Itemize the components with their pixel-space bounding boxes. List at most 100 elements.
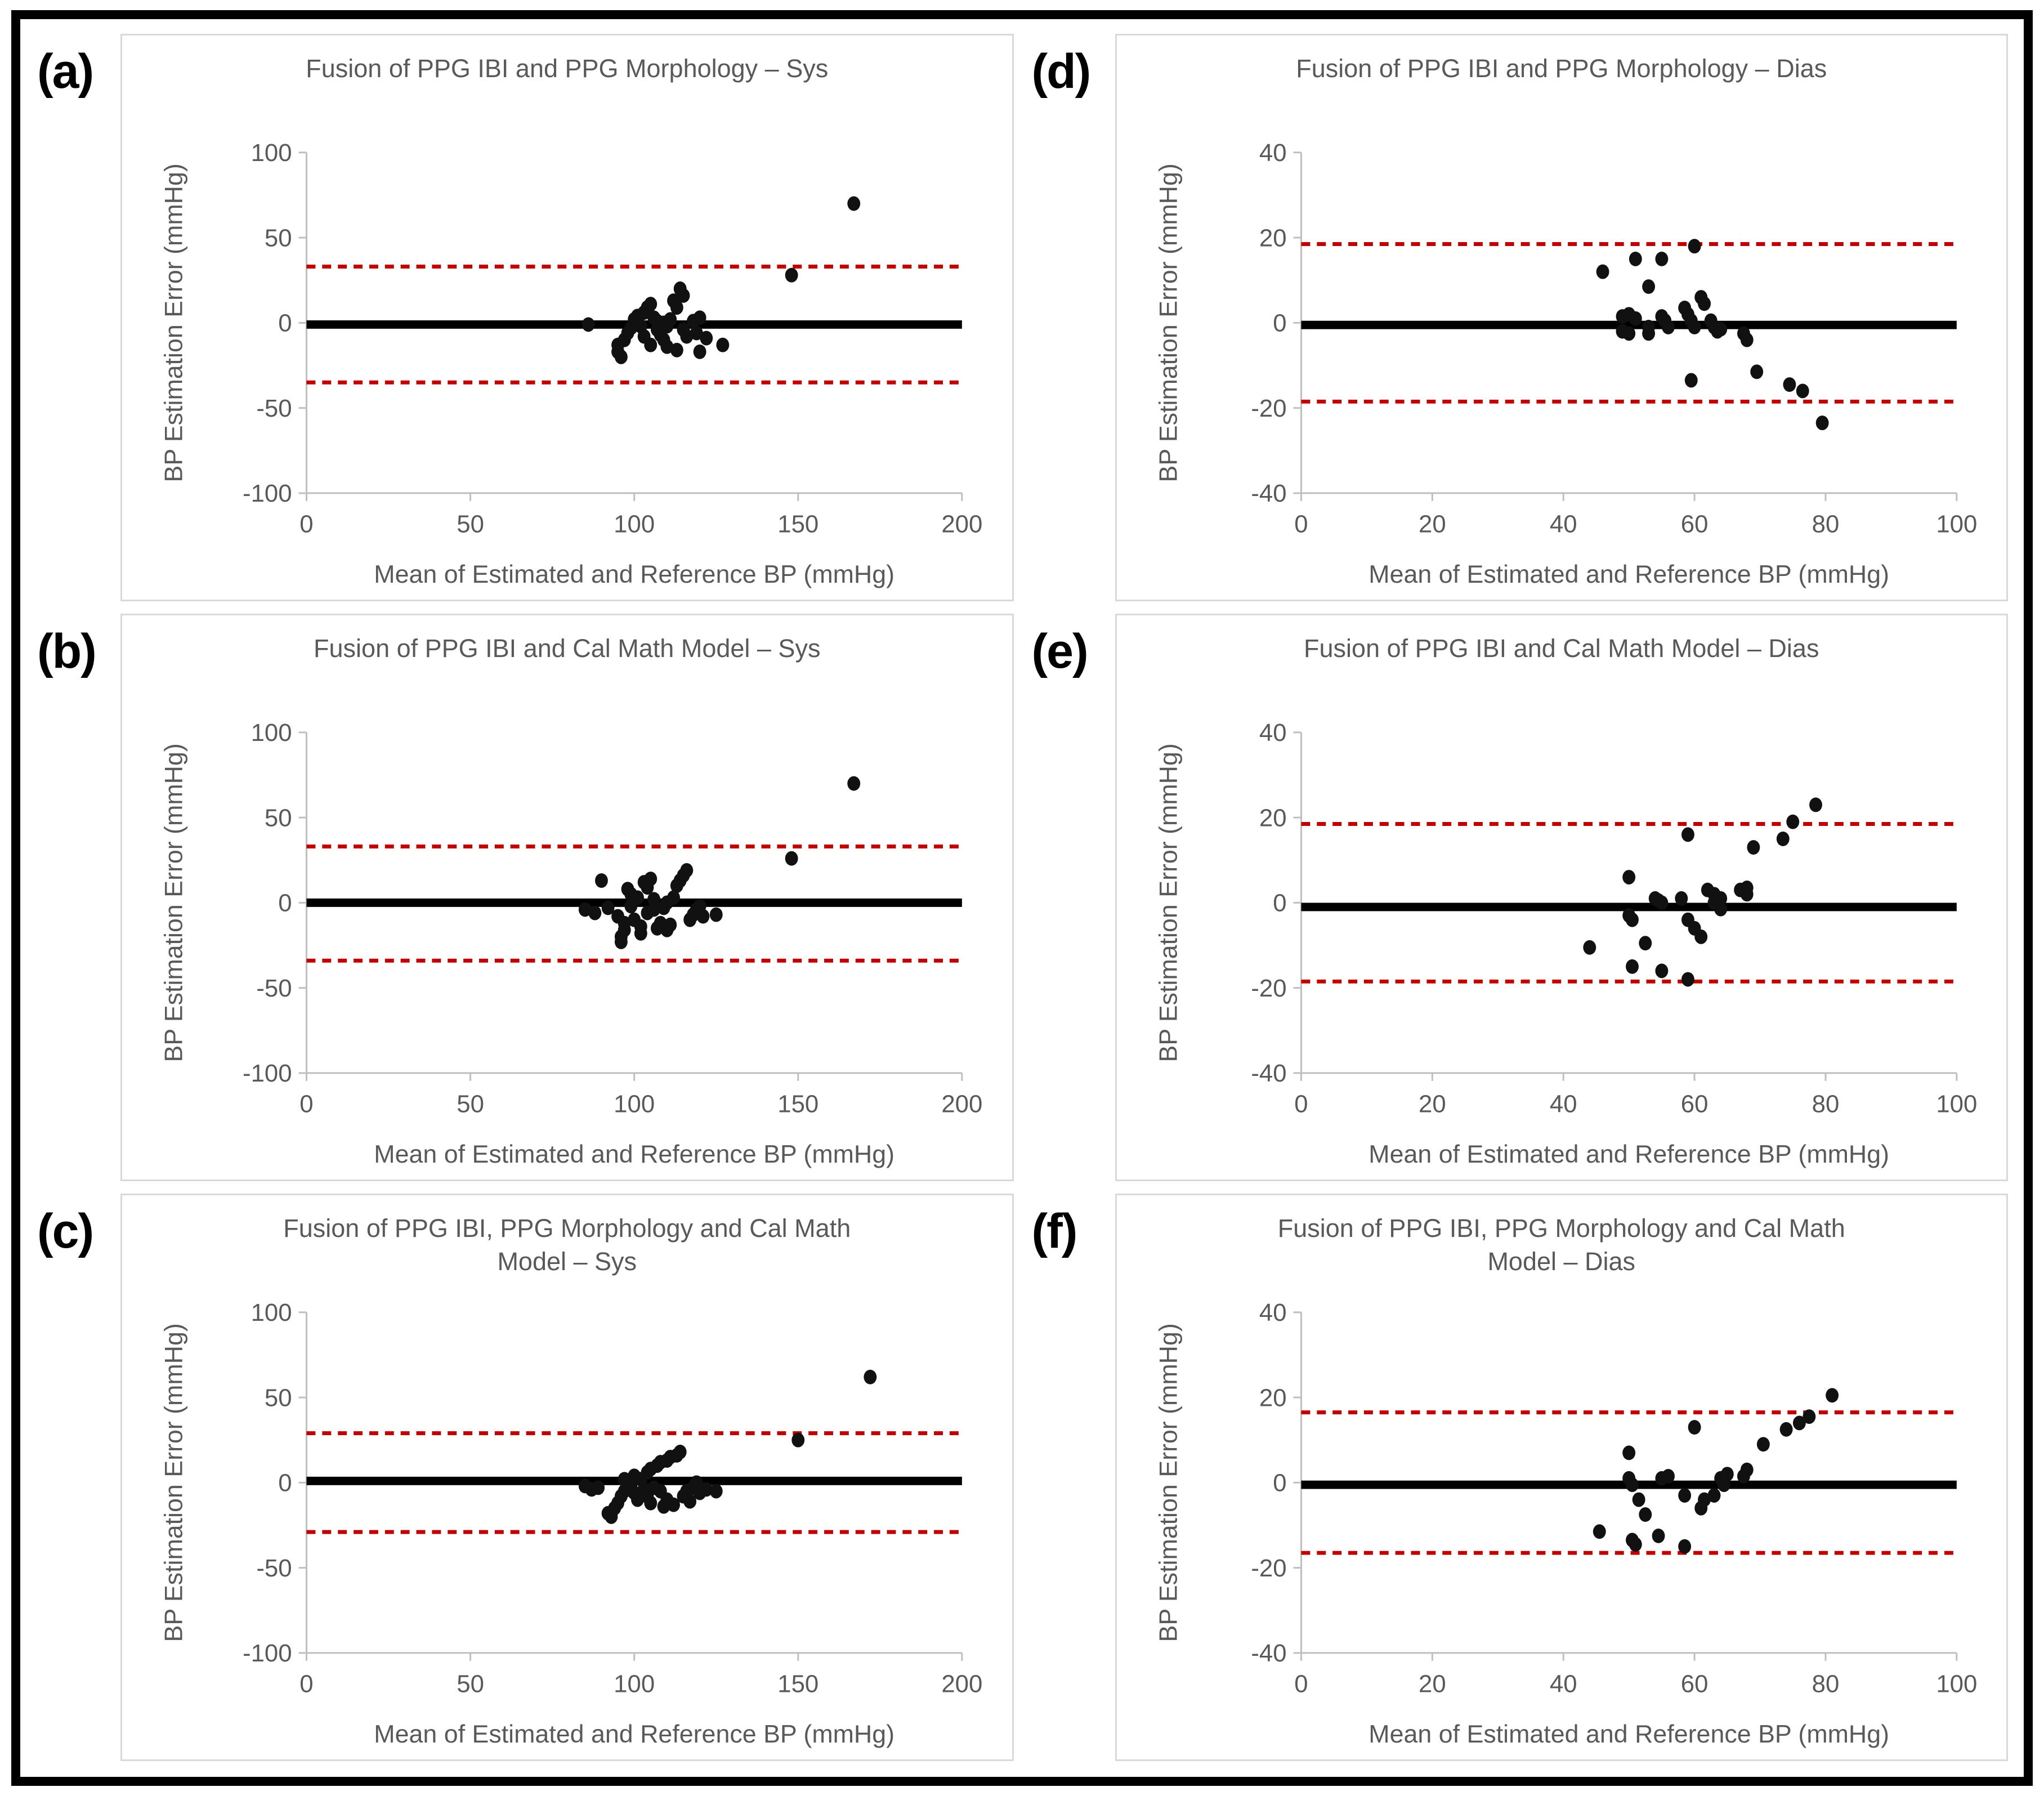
- scatter-point: [1815, 416, 1829, 431]
- x-tick-label: 150: [777, 511, 819, 538]
- scatter-point: [1746, 840, 1760, 855]
- chart-e: -40 -20 0 20 40 0 20 40 60 80 100 BP Estimation Err…: [1117, 714, 2007, 1180]
- scatter-point: [1707, 1488, 1720, 1503]
- scatter-point: [1714, 321, 1727, 337]
- panel-title-a: Fusion of PPG IBI and PPG Morphology – S…: [306, 54, 829, 83]
- scatter-point: [1786, 814, 1799, 829]
- x-tick-label: 200: [941, 511, 982, 538]
- panel-c: Fusion of PPG IBI, PPG Morphology and Ca…: [120, 1194, 1014, 1761]
- bland-altman-chart: -100 -50 0 50 100 0 50 100 150 200 BP Estimation E…: [160, 1299, 983, 1748]
- scatter-point: [1593, 1524, 1606, 1539]
- scatter-point: [670, 300, 683, 315]
- y-tick-label: -20: [1251, 1554, 1286, 1582]
- y-tick-label: -50: [256, 1554, 292, 1582]
- x-tick-label: 0: [299, 511, 313, 538]
- scatter-point: [700, 330, 713, 346]
- cell-e: (e) Fusion of PPG IBI and Cal Math Model…: [1028, 614, 2008, 1181]
- scatter-point: [1796, 383, 1809, 399]
- y-tick-label: 20: [1259, 804, 1286, 832]
- x-tick-label: 200: [941, 1091, 982, 1118]
- y-tick-label: 50: [265, 224, 292, 252]
- scatter-point: [1688, 239, 1701, 254]
- scatter-point: [709, 1484, 723, 1499]
- x-tick-label: 20: [1419, 511, 1446, 538]
- x-tick-label: 80: [1812, 1091, 1839, 1118]
- scatter-point: [1625, 912, 1639, 927]
- scatter-point: [582, 317, 595, 332]
- scatter-point: [670, 342, 683, 358]
- scatter-point: [1779, 1422, 1793, 1437]
- panel-letter-f: (f): [1031, 1204, 1078, 1258]
- scatter-point: [618, 915, 631, 931]
- scatter-point: [1661, 1469, 1675, 1484]
- scatter-point: [614, 935, 628, 949]
- bland-altman-chart: -40 -20 0 20 40 0 20 40 60 80 100 BP Estimation Err…: [1154, 139, 1977, 588]
- y-tick-label: 100: [251, 719, 292, 747]
- scatter-point: [644, 872, 658, 886]
- y-axis-title: BP Estimation Error (mmHg): [1154, 1323, 1182, 1642]
- chart-b: -100 -50 0 50 100 0 50 100 150 200 BP Estimation E…: [122, 714, 1012, 1180]
- scatter-point: [1661, 320, 1675, 334]
- scatter-point: [1622, 326, 1635, 341]
- scatter-point: [1652, 1528, 1665, 1543]
- y-tick-label: 40: [1259, 139, 1286, 167]
- y-axis-title: BP Estimation Error (mmHg): [1154, 163, 1182, 482]
- scatter-point: [1654, 895, 1668, 910]
- bland-altman-chart: -40 -20 0 20 40 0 20 40 60 80 100 BP Estimation Err…: [1154, 1299, 1977, 1748]
- scatter-point: [690, 325, 703, 341]
- x-axis-title: Mean of Estimated and Reference BP (mmHg…: [1368, 1720, 1889, 1748]
- x-tick-label: 0: [299, 1670, 313, 1698]
- x-tick-label: 200: [941, 1670, 982, 1698]
- scatter-point: [1714, 891, 1727, 906]
- panel-title-f: Fusion of PPG IBI, PPG Morphology and Ca…: [1277, 1214, 1845, 1276]
- scatter-point: [660, 339, 674, 354]
- x-tick-label: 60: [1680, 1670, 1708, 1698]
- x-tick-label: 150: [777, 1091, 819, 1118]
- scatter-point: [1642, 326, 1655, 341]
- scatter-point: [595, 873, 608, 888]
- scatter-point: [1629, 311, 1642, 326]
- y-tick-label: 0: [278, 890, 292, 917]
- y-tick-label: -50: [256, 395, 292, 422]
- panel-b: Fusion of PPG IBI and Cal Math Model – S…: [120, 614, 1014, 1181]
- scatter-point: [1697, 296, 1711, 311]
- x-tick-label: 100: [614, 1670, 655, 1698]
- x-axis-title: Mean of Estimated and Reference BP (mmHg…: [1368, 1140, 1889, 1168]
- scatter-point: [1684, 373, 1698, 388]
- panel-title-d: Fusion of PPG IBI and PPG Morphology – D…: [1296, 54, 1827, 83]
- scatter-point: [1714, 901, 1727, 917]
- chart-d: -40 -20 0 20 40 0 20 40 60 80 100 BP Estimation Err…: [1117, 135, 2007, 600]
- y-axis-title: BP Estimation Error (mmHg): [1154, 743, 1182, 1062]
- x-tick-label: 40: [1549, 511, 1577, 538]
- scatter-point: [1809, 797, 1822, 812]
- scatter-point: [1681, 827, 1694, 842]
- panel-letter-b: (b): [37, 624, 97, 678]
- scatter-point: [1678, 1539, 1691, 1554]
- scatter-point: [1825, 1388, 1839, 1403]
- y-tick-label: 0: [1273, 1469, 1286, 1497]
- y-tick-label: -20: [1251, 975, 1286, 1002]
- scatter-point: [592, 1480, 605, 1495]
- x-tick-label: 100: [1936, 1670, 1977, 1698]
- panel-letter-d: (d): [1031, 44, 1092, 99]
- scatter-point: [631, 1492, 644, 1507]
- scatter-point: [864, 1369, 877, 1384]
- y-tick-label: -100: [243, 480, 292, 507]
- scatter-point: [1750, 364, 1763, 379]
- scatter-point: [1697, 1492, 1711, 1507]
- scatter-point: [791, 1432, 805, 1447]
- y-tick-label: 40: [1259, 1299, 1286, 1326]
- scatter-point: [1632, 1492, 1645, 1507]
- x-tick-label: 0: [299, 1091, 313, 1118]
- panel-title-c: Fusion of PPG IBI, PPG Morphology and Ca…: [283, 1214, 851, 1276]
- y-tick-label: 100: [251, 1299, 292, 1326]
- x-tick-label: 50: [457, 1091, 484, 1118]
- chart-a: -100 -50 0 50 100 0 50 100 150 200 BP Estimation E…: [122, 135, 1012, 600]
- x-axis-title: Mean of Estimated and Reference BP (mmHg…: [374, 1720, 894, 1748]
- panel-grid: (a) Fusion of PPG IBI and PPG Morphology…: [20, 19, 2024, 1777]
- x-tick-label: 80: [1812, 1670, 1839, 1698]
- y-tick-label: 50: [265, 1384, 292, 1411]
- scatter-point: [1694, 929, 1707, 944]
- x-tick-label: 0: [1294, 1670, 1308, 1698]
- y-tick-label: 50: [265, 804, 292, 832]
